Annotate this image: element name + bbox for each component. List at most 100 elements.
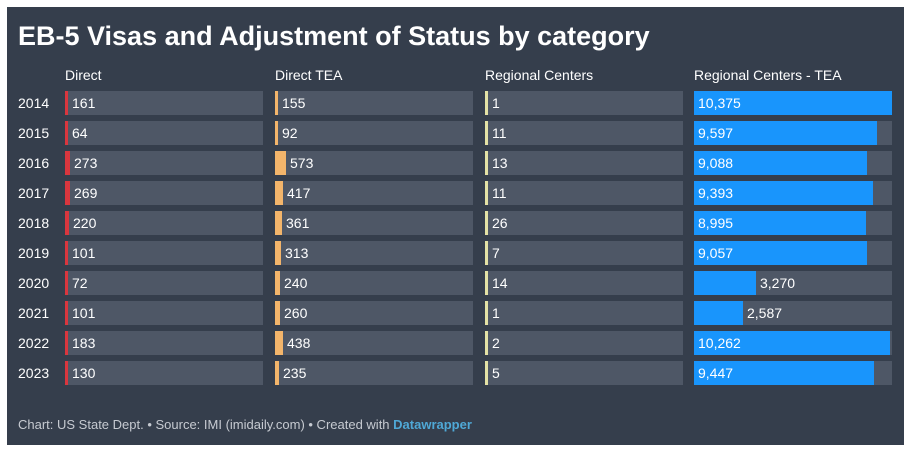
bar — [65, 241, 68, 265]
data-label: 260 — [284, 305, 308, 321]
bar — [65, 151, 70, 175]
bar-track: 2,587 — [694, 301, 892, 325]
bar-track: 9,393 — [694, 181, 892, 205]
bar-track: 2 — [485, 331, 683, 355]
bar-track: 9,597 — [694, 121, 892, 145]
data-label: 2 — [492, 335, 500, 351]
data-label: 101 — [72, 245, 96, 261]
bar-track: 417 — [275, 181, 473, 205]
bar-track: 1 — [485, 91, 683, 115]
year-label: 2019 — [18, 245, 50, 261]
bar-track: 155 — [275, 91, 473, 115]
year-label: 2018 — [18, 215, 50, 231]
year-label: 2023 — [18, 365, 50, 381]
bar-track: 101 — [65, 301, 263, 325]
bar-track: 573 — [275, 151, 473, 175]
bar — [65, 361, 68, 385]
bar-track: 11 — [485, 181, 683, 205]
bar — [485, 121, 488, 145]
bar-track: 5 — [485, 361, 683, 385]
bar-track: 1 — [485, 301, 683, 325]
bar — [65, 271, 68, 295]
bar-track: 8,995 — [694, 211, 892, 235]
bar-track: 438 — [275, 331, 473, 355]
bar — [65, 301, 68, 325]
year-label: 2014 — [18, 95, 50, 111]
data-label: 72 — [72, 275, 88, 291]
bar-track: 26 — [485, 211, 683, 235]
column-header-direct: Direct — [65, 67, 102, 83]
data-label: 417 — [287, 185, 311, 201]
chart-title: EB-5 Visas and Adjustment of Status by c… — [18, 21, 650, 51]
data-label: 361 — [286, 215, 310, 231]
data-label: 161 — [72, 95, 96, 111]
bar — [65, 331, 68, 355]
bar — [275, 151, 286, 175]
bar-track: 361 — [275, 211, 473, 235]
data-label: 240 — [284, 275, 308, 291]
bar-track: 11 — [485, 121, 683, 145]
bar-track: 13 — [485, 151, 683, 175]
bar — [485, 91, 488, 115]
data-label: 64 — [72, 125, 88, 141]
bar — [275, 331, 283, 355]
bar — [275, 271, 280, 295]
data-label: 220 — [73, 215, 97, 231]
bar — [485, 211, 488, 235]
bar — [694, 121, 877, 145]
data-label: 11 — [492, 125, 507, 141]
datawrapper-link[interactable]: Datawrapper — [393, 417, 472, 432]
data-label: 5 — [492, 365, 500, 381]
year-label: 2015 — [18, 125, 50, 141]
data-label: 573 — [290, 155, 314, 171]
data-label: 11 — [492, 185, 507, 201]
column-header-direct-tea: Direct TEA — [275, 67, 343, 83]
data-label: 14 — [492, 275, 508, 291]
bar-track: 9,057 — [694, 241, 892, 265]
year-label: 2021 — [18, 305, 50, 321]
bar — [485, 331, 488, 355]
data-label: 313 — [285, 245, 309, 261]
bar-track: 9,088 — [694, 151, 892, 175]
bar — [485, 151, 488, 175]
bar — [275, 121, 278, 145]
bar-track: 161 — [65, 91, 263, 115]
bar — [485, 271, 488, 295]
bar-track: 10,262 — [694, 331, 892, 355]
column-header-regional-centers-tea: Regional Centers - TEA — [694, 67, 842, 83]
data-label: 26 — [492, 215, 508, 231]
bar-track: 101 — [65, 241, 263, 265]
bar — [485, 301, 488, 325]
footer-text: Chart: US State Dept. • Source: IMI (imi… — [18, 417, 394, 432]
data-label: 1 — [492, 95, 500, 111]
data-label: 1 — [492, 305, 500, 321]
data-label: 9,597 — [698, 125, 734, 141]
bar-track: 64 — [65, 121, 263, 145]
data-label: 2,587 — [747, 305, 783, 321]
bar — [694, 301, 743, 325]
data-label: 9,447 — [698, 365, 734, 381]
chart-card: EB-5 Visas and Adjustment of Status by c… — [7, 7, 904, 445]
bar — [694, 151, 867, 175]
bar — [694, 211, 866, 235]
bar — [694, 271, 756, 295]
data-label: 155 — [282, 95, 306, 111]
bar — [485, 181, 488, 205]
data-label: 183 — [72, 335, 96, 351]
bar-track: 220 — [65, 211, 263, 235]
bar-track: 273 — [65, 151, 263, 175]
data-label: 3,270 — [760, 275, 796, 291]
bar — [485, 361, 488, 385]
chart-footer: Chart: US State Dept. • Source: IMI (imi… — [18, 417, 472, 432]
bar-track: 9,447 — [694, 361, 892, 385]
bar — [275, 211, 282, 235]
data-label: 10,262 — [698, 335, 741, 351]
data-label: 101 — [72, 305, 96, 321]
bar-track: 313 — [275, 241, 473, 265]
bar — [65, 121, 68, 145]
bar-track: 235 — [275, 361, 473, 385]
data-label: 130 — [72, 365, 96, 381]
data-label: 13 — [492, 155, 508, 171]
bar — [694, 181, 873, 205]
data-label: 92 — [282, 125, 298, 141]
